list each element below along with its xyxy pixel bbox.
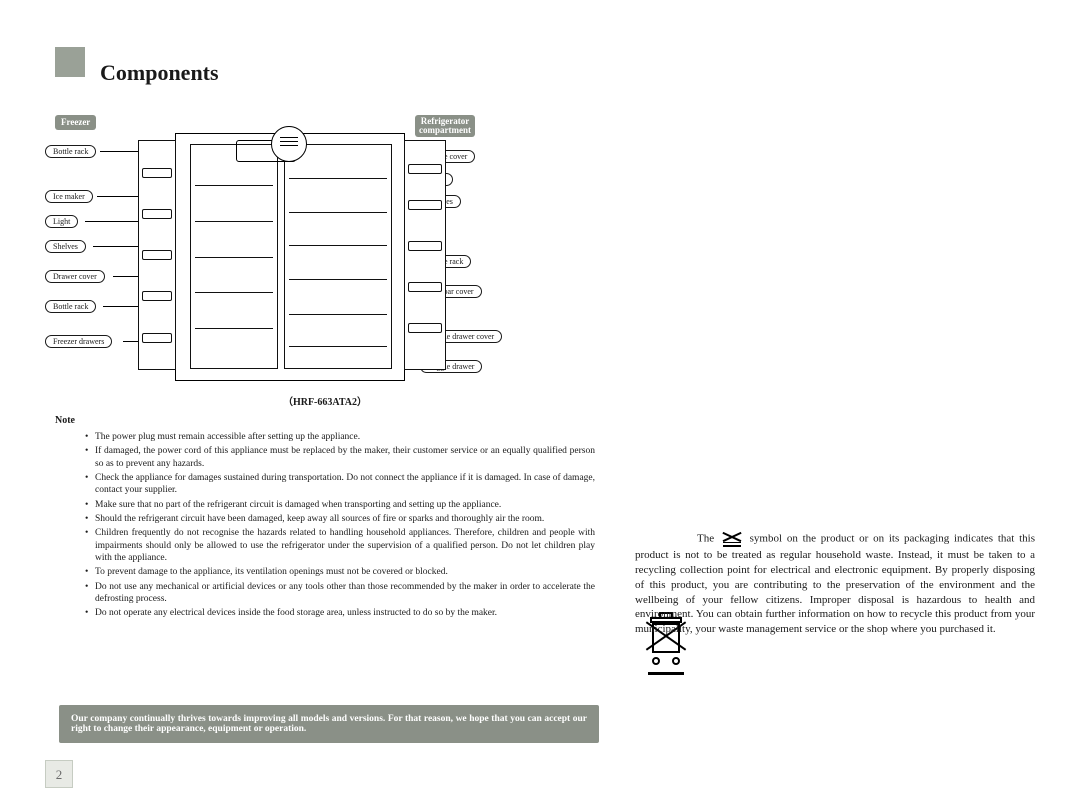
- list-item: Make sure that no part of the refrigeran…: [85, 499, 595, 511]
- diagram-body-right: [284, 144, 392, 369]
- label-drawer-cover: Drawer cover: [45, 270, 105, 283]
- appliance-diagram: [175, 133, 405, 381]
- heading-freezer: Freezer: [55, 115, 96, 130]
- list-item: Children frequently do not recognise the…: [85, 527, 595, 564]
- model-caption: （HRF-663ATA2）: [45, 393, 605, 408]
- list-item: If damaged, the power cord of this appli…: [85, 445, 595, 470]
- label-freezer-bottle-rack-bottom: Bottle rack: [45, 300, 96, 313]
- label-ice-maker: Ice maker: [45, 190, 93, 203]
- notes-list: The power plug must remain accessible af…: [85, 431, 595, 622]
- page-title: Components: [100, 60, 219, 86]
- weee-inline-icon: [719, 530, 745, 548]
- label-freezer-light: Light: [45, 215, 78, 228]
- list-item: Do not operate any electrical devices in…: [85, 607, 595, 619]
- diagram-door-left: [138, 140, 176, 370]
- heading-refrigerator: Refrigerator compartment: [415, 115, 475, 137]
- list-item: To prevent damage to the appliance, its …: [85, 566, 595, 578]
- weee-body: symbol on the product or on its packagin…: [635, 533, 1035, 636]
- label-freezer-shelves: Shelves: [45, 240, 86, 253]
- list-item: Check the appliance for damages sustaine…: [85, 472, 595, 497]
- disclaimer-box: Our company continually thrives towards …: [59, 705, 599, 743]
- weee-lead: The: [697, 533, 719, 545]
- heading-refrigerator-line2: compartment: [419, 125, 471, 135]
- note-heading: Note: [55, 415, 75, 426]
- list-item: Should the refrigerant circuit have been…: [85, 513, 595, 525]
- weee-paragraph: The symbol on the product or on its pack…: [635, 530, 1035, 637]
- diagram-door-right: [404, 140, 446, 370]
- label-freezer-bottle-rack-top: Bottle rack: [45, 145, 96, 158]
- diagram-body-left: [190, 144, 278, 369]
- list-item: Do not use any mechanical or artificial …: [85, 581, 595, 606]
- diagram-magnifier-icon: [271, 126, 307, 162]
- page-number: 2: [45, 760, 73, 788]
- list-item: The power plug must remain accessible af…: [85, 431, 595, 443]
- right-column: The symbol on the product or on its pack…: [635, 530, 1035, 637]
- label-freezer-drawers: Freezer drawers: [45, 335, 112, 348]
- header-ornament: [55, 47, 85, 77]
